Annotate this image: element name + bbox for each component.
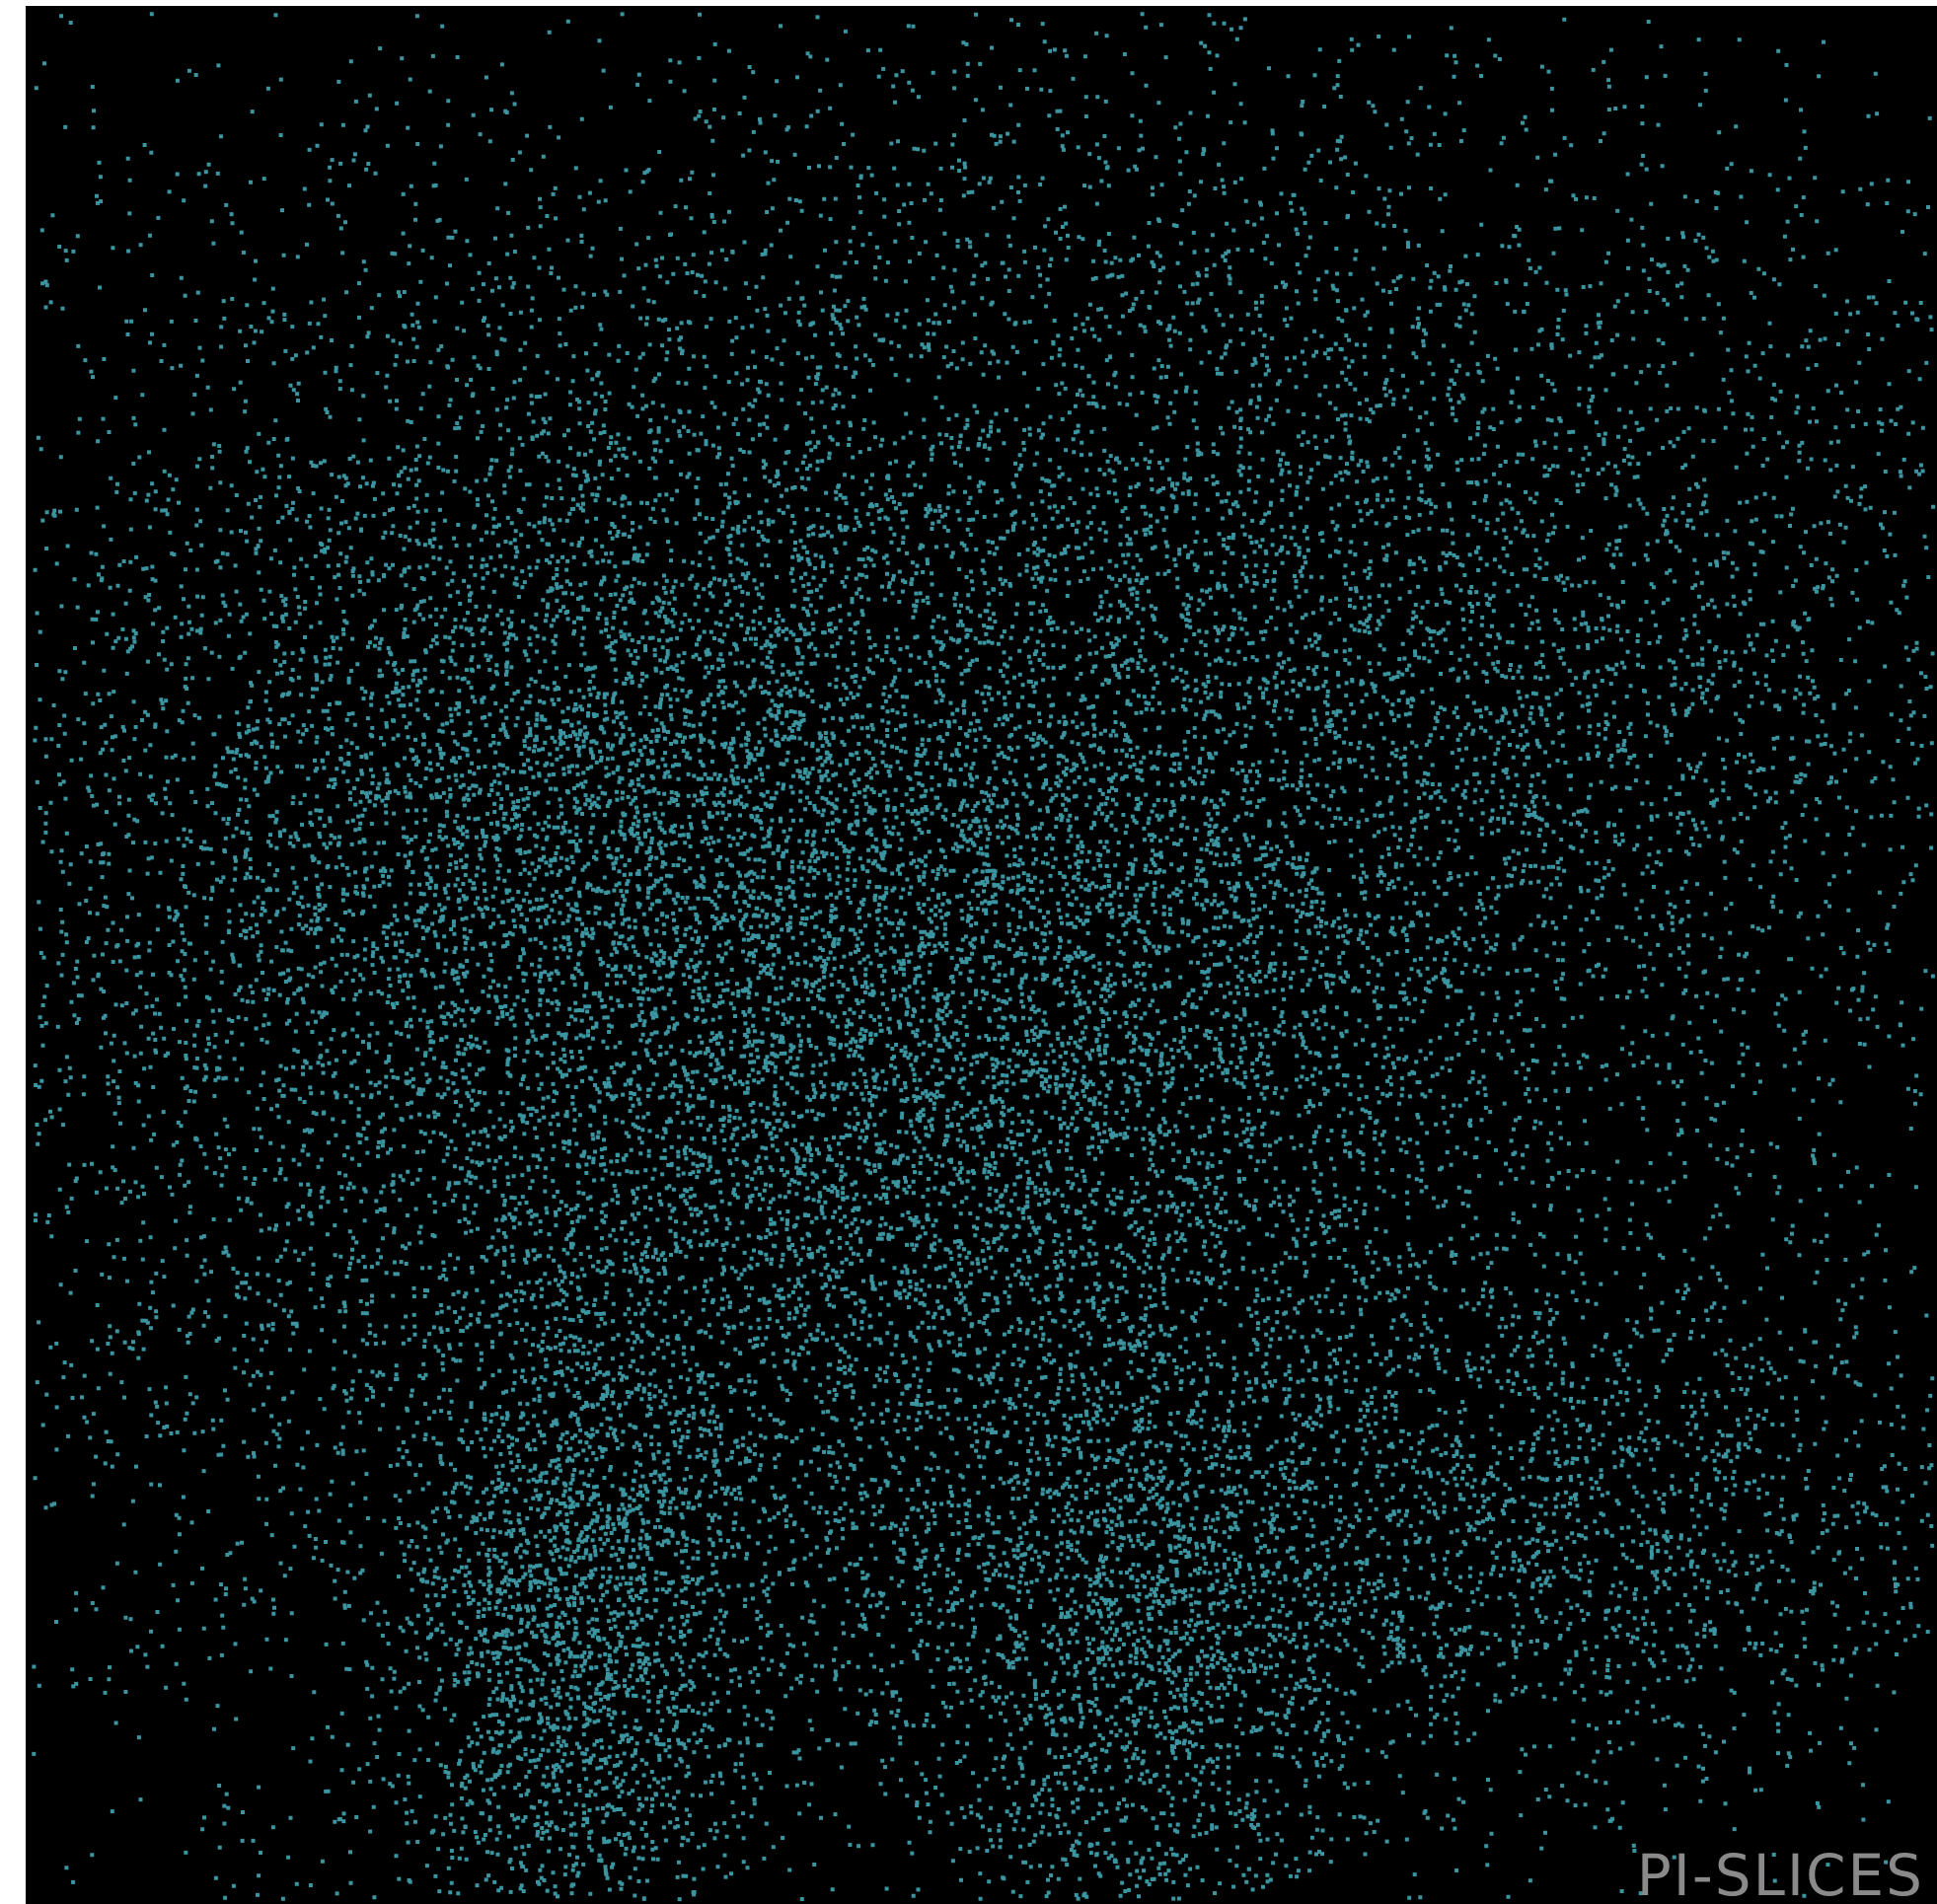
background [26, 6, 1937, 1904]
particle-cloud [32, 12, 1936, 1902]
watermark: PI-SLICES [1637, 1842, 1924, 1904]
